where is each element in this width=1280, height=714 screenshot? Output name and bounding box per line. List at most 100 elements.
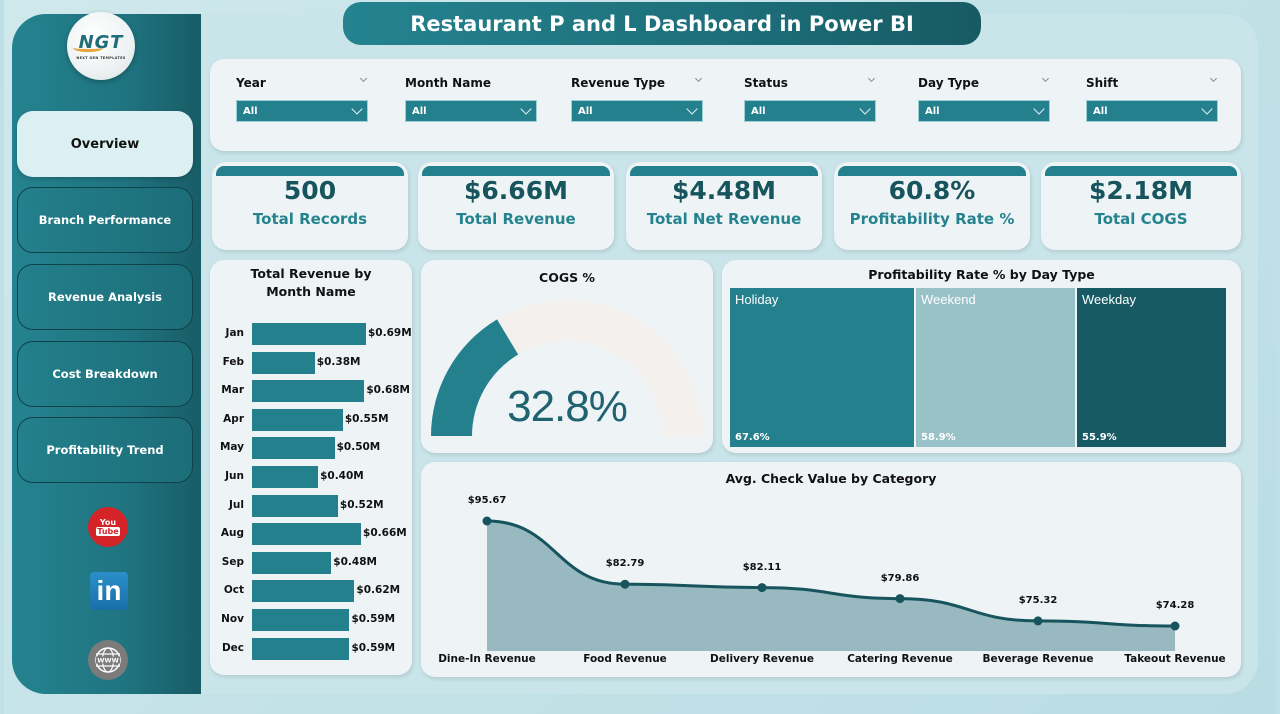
chevron-down-icon[interactable]	[1209, 74, 1218, 83]
kpi-profitability-rate: 60.8% Profitability Rate %	[834, 162, 1030, 250]
chart-title: Avg. Check Value by Category	[725, 471, 937, 486]
data-point-label: $79.86	[880, 572, 920, 584]
bar-row[interactable]: Aug $0.66M	[210, 522, 412, 546]
bar-category-label: Mar	[221, 384, 244, 397]
dropdown-value: All	[1093, 105, 1108, 117]
tile-value: 67.6%	[735, 432, 770, 443]
nav-overview-button[interactable]: Overview	[17, 111, 193, 177]
area-dots	[482, 516, 1180, 631]
bar[interactable]	[252, 351, 315, 374]
gauge-value: 32.8%	[507, 382, 628, 431]
data-point[interactable]	[482, 516, 492, 526]
nav-branch-performance-button[interactable]: Branch Performance	[17, 187, 193, 253]
page-title: Restaurant P and L Dashboard in Power BI	[410, 11, 914, 36]
bar-row[interactable]: Sep $0.48M	[210, 551, 412, 575]
filter-label: Day Type	[918, 76, 980, 90]
treemap-tile-holiday[interactable]: Holiday 67.6%	[730, 288, 914, 447]
linkedin-text: in	[96, 575, 122, 606]
kpi-label: Profitability Rate %	[849, 210, 1015, 228]
chart-title: COGS %	[539, 270, 595, 285]
bar[interactable]	[252, 609, 350, 631]
chevron-down-icon[interactable]	[359, 74, 368, 83]
chevron-down-icon[interactable]	[867, 74, 876, 83]
dropdown-value: All	[925, 105, 940, 117]
bar-value-label: $0.48M	[333, 555, 377, 568]
bar[interactable]	[252, 380, 365, 403]
globe-www-icon[interactable]: WWW	[88, 640, 128, 680]
bar-row[interactable]: Dec $0.59M	[210, 637, 412, 661]
tile-name: Weekday	[1082, 292, 1136, 307]
avg-check-value-area-chart: Avg. Check Value by Category $95.67 Dine-…	[421, 462, 1241, 677]
kpi-total-records: 500 Total Records	[212, 162, 408, 250]
year-dropdown[interactable]: All	[236, 100, 368, 122]
bar-category-label: Feb	[222, 355, 244, 368]
month-name-dropdown[interactable]: All	[405, 100, 537, 122]
youtube-icon[interactable]: You Tube	[88, 507, 128, 547]
data-point[interactable]	[1170, 621, 1180, 631]
bar-row[interactable]: Jan $0.69M	[210, 322, 412, 346]
bar[interactable]	[252, 437, 335, 460]
bar[interactable]	[252, 494, 338, 517]
x-axis-category-label: Beverage Revenue	[982, 653, 1094, 665]
shift-dropdown[interactable]: All	[1086, 100, 1218, 122]
treemap-tile-weekend[interactable]: Weekend 58.9%	[916, 288, 1075, 447]
bar[interactable]	[252, 551, 332, 574]
bar-category-label: Jul	[229, 498, 244, 511]
kpi-label: Total COGS	[1094, 210, 1188, 228]
data-point[interactable]	[620, 579, 630, 589]
data-point[interactable]	[1033, 616, 1043, 626]
bar-row[interactable]: Feb $0.38M	[210, 351, 412, 375]
nav-cost-breakdown-button[interactable]: Cost Breakdown	[17, 341, 193, 407]
nav-label: Branch Performance	[38, 213, 172, 227]
data-point[interactable]	[895, 594, 905, 604]
status-dropdown[interactable]: All	[744, 100, 876, 122]
tile-name: Weekend	[921, 292, 976, 307]
bar-row[interactable]: Oct $0.62M	[210, 579, 412, 603]
data-point[interactable]	[757, 583, 767, 593]
tile-value: 58.9%	[921, 432, 956, 443]
nav-label: Cost Breakdown	[52, 367, 158, 381]
bar-row[interactable]: Nov $0.59M	[210, 608, 412, 632]
bar-row[interactable]: Jun $0.40M	[210, 465, 412, 489]
data-point-label: $74.28	[1155, 600, 1195, 611]
x-axis-category-label: Delivery Revenue	[710, 653, 814, 665]
filter-label: Shift	[1086, 76, 1119, 90]
bar-row[interactable]: Jul $0.52M	[210, 494, 412, 518]
day-type-dropdown[interactable]: All	[918, 100, 1050, 122]
bar-value-label: $0.69M	[368, 327, 412, 339]
kpi-value: 60.8%	[888, 176, 976, 205]
chevron-down-icon	[1201, 103, 1213, 115]
chevron-down-icon[interactable]	[694, 74, 703, 83]
nav-profitability-trend-button[interactable]: Profitability Trend	[17, 417, 193, 483]
revenue-type-dropdown[interactable]: All	[571, 100, 703, 122]
bar-row[interactable]: May $0.50M	[210, 436, 412, 460]
x-axis-category-label: Food Revenue	[583, 653, 667, 665]
x-axis-category-label: Takeout Revenue	[1124, 653, 1226, 665]
linkedin-icon[interactable]: in	[90, 572, 128, 610]
x-axis-category-label: Catering Revenue	[847, 653, 953, 665]
bar[interactable]	[252, 323, 366, 345]
chevron-down-icon[interactable]	[1041, 74, 1050, 83]
dropdown-value: All	[243, 105, 258, 117]
bar-category-label: May	[219, 441, 244, 454]
bar[interactable]	[252, 523, 362, 546]
bar[interactable]	[252, 466, 319, 488]
cogs-gauge-chart: COGS % 32.8%	[421, 260, 713, 453]
bar[interactable]	[252, 580, 355, 603]
nav-revenue-analysis-button[interactable]: Revenue Analysis	[17, 264, 193, 330]
filter-label: Revenue Type	[571, 76, 666, 90]
bar[interactable]	[252, 637, 350, 660]
bar-row[interactable]: Mar $0.68M	[210, 379, 412, 403]
gauge-svg	[431, 300, 703, 436]
kpi-accent-bar	[422, 166, 610, 176]
bar[interactable]	[252, 408, 343, 431]
treemap-tile-weekday[interactable]: Weekday 55.9%	[1077, 288, 1226, 447]
filter-panel: Year All Month Name All Revenue Type All…	[210, 59, 1241, 151]
chevron-down-icon	[520, 103, 532, 115]
bar-row[interactable]: Apr $0.55M	[210, 408, 412, 432]
bar-value-label: $0.59M	[351, 613, 396, 625]
dashboard-title-bar: Restaurant P and L Dashboard in Power BI	[343, 2, 981, 45]
dropdown-value: All	[412, 105, 427, 117]
bar-value-label: $0.62M	[356, 584, 401, 597]
filter-label: Year	[236, 76, 266, 90]
